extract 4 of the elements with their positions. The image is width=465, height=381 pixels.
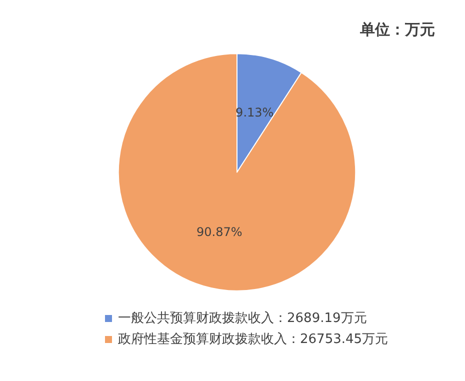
legend-label: 政府性基金预算财政拨款收入：26753.45万元 <box>118 331 388 347</box>
data-label: 90.87% <box>196 225 242 240</box>
legend-label: 一般公共预算财政拨款收入：2689.19万元 <box>118 311 367 326</box>
text: 单位：万元 <box>359 20 435 38</box>
